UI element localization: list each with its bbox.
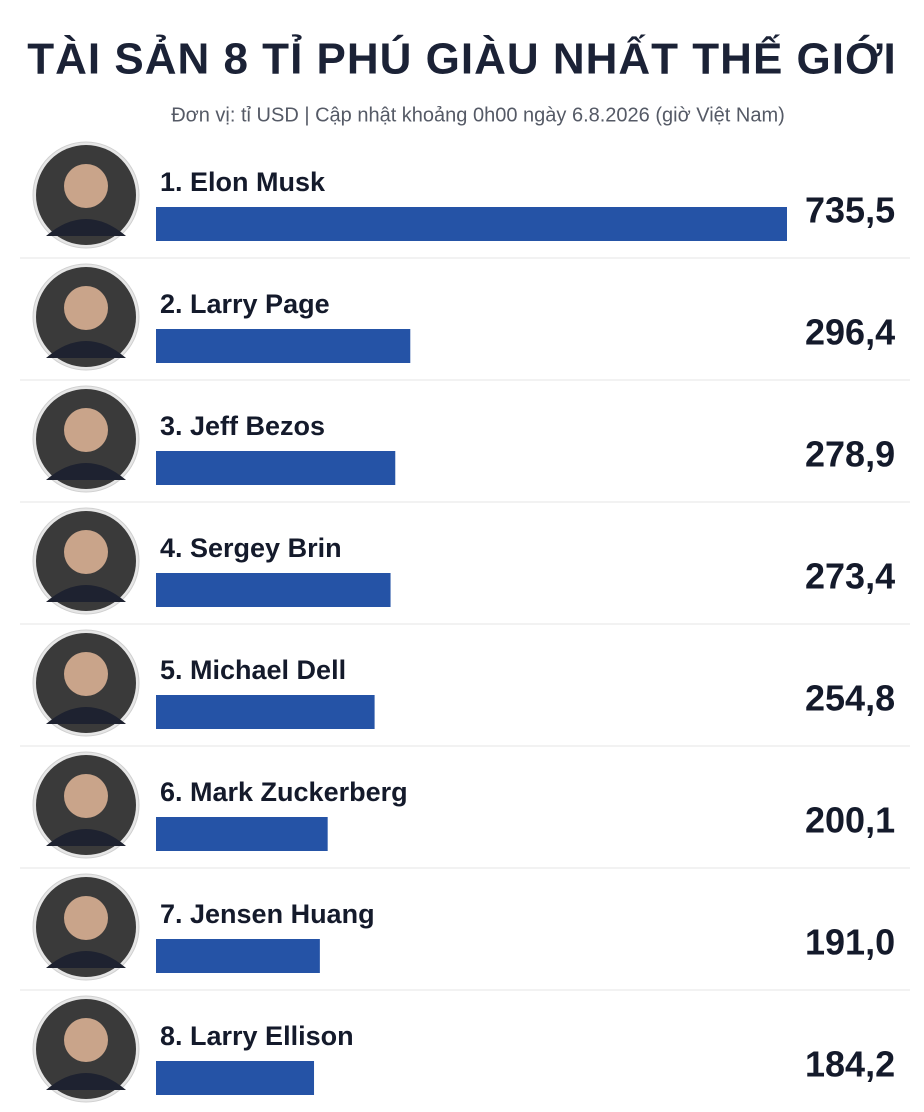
category-label: 8. Larry Ellison bbox=[160, 1021, 354, 1051]
bar bbox=[156, 207, 787, 241]
portrait-body bbox=[46, 463, 126, 480]
value-label: 191,0 bbox=[805, 922, 895, 963]
bar bbox=[156, 695, 375, 729]
value-label: 200,1 bbox=[805, 800, 895, 841]
bar bbox=[156, 817, 328, 851]
value-label: 273,4 bbox=[805, 556, 895, 597]
value-label: 254,8 bbox=[805, 678, 895, 719]
portrait-face bbox=[64, 652, 108, 696]
portrait-face bbox=[64, 286, 108, 330]
portrait-face bbox=[64, 408, 108, 452]
value-label: 184,2 bbox=[805, 1044, 895, 1085]
category-label: 4. Sergey Brin bbox=[160, 533, 342, 563]
value-label: 296,4 bbox=[805, 312, 895, 353]
portrait-face bbox=[64, 164, 108, 208]
value-label: 735,5 bbox=[805, 190, 895, 231]
chart-title: TÀI SẢN 8 TỈ PHÚ GIÀU NHẤT THẾ GIỚI bbox=[27, 34, 896, 84]
category-label: 7. Jensen Huang bbox=[160, 899, 375, 929]
category-label: 5. Michael Dell bbox=[160, 655, 346, 685]
category-label: 2. Larry Page bbox=[160, 289, 330, 319]
portrait-face bbox=[64, 896, 108, 940]
bar bbox=[156, 1061, 315, 1095]
bar bbox=[156, 451, 396, 485]
portrait-body bbox=[46, 829, 126, 846]
bar bbox=[156, 573, 391, 607]
bar bbox=[156, 329, 411, 363]
portrait-face bbox=[64, 1018, 108, 1062]
portrait-body bbox=[46, 585, 126, 602]
portrait-body bbox=[46, 341, 126, 358]
portrait-face bbox=[64, 774, 108, 818]
category-label: 1. Elon Musk bbox=[160, 167, 326, 197]
portrait-body bbox=[46, 951, 126, 968]
portrait-body bbox=[46, 219, 126, 236]
category-label: 3. Jeff Bezos bbox=[160, 411, 325, 441]
value-label: 278,9 bbox=[805, 434, 895, 475]
portrait-body bbox=[46, 707, 126, 724]
chart-subtitle: Đơn vị: tỉ USD | Cập nhật khoảng 0h00 ng… bbox=[171, 104, 785, 126]
portrait-face bbox=[64, 530, 108, 574]
category-label: 6. Mark Zuckerberg bbox=[160, 777, 408, 807]
bar bbox=[156, 939, 320, 973]
portrait-body bbox=[46, 1073, 126, 1090]
